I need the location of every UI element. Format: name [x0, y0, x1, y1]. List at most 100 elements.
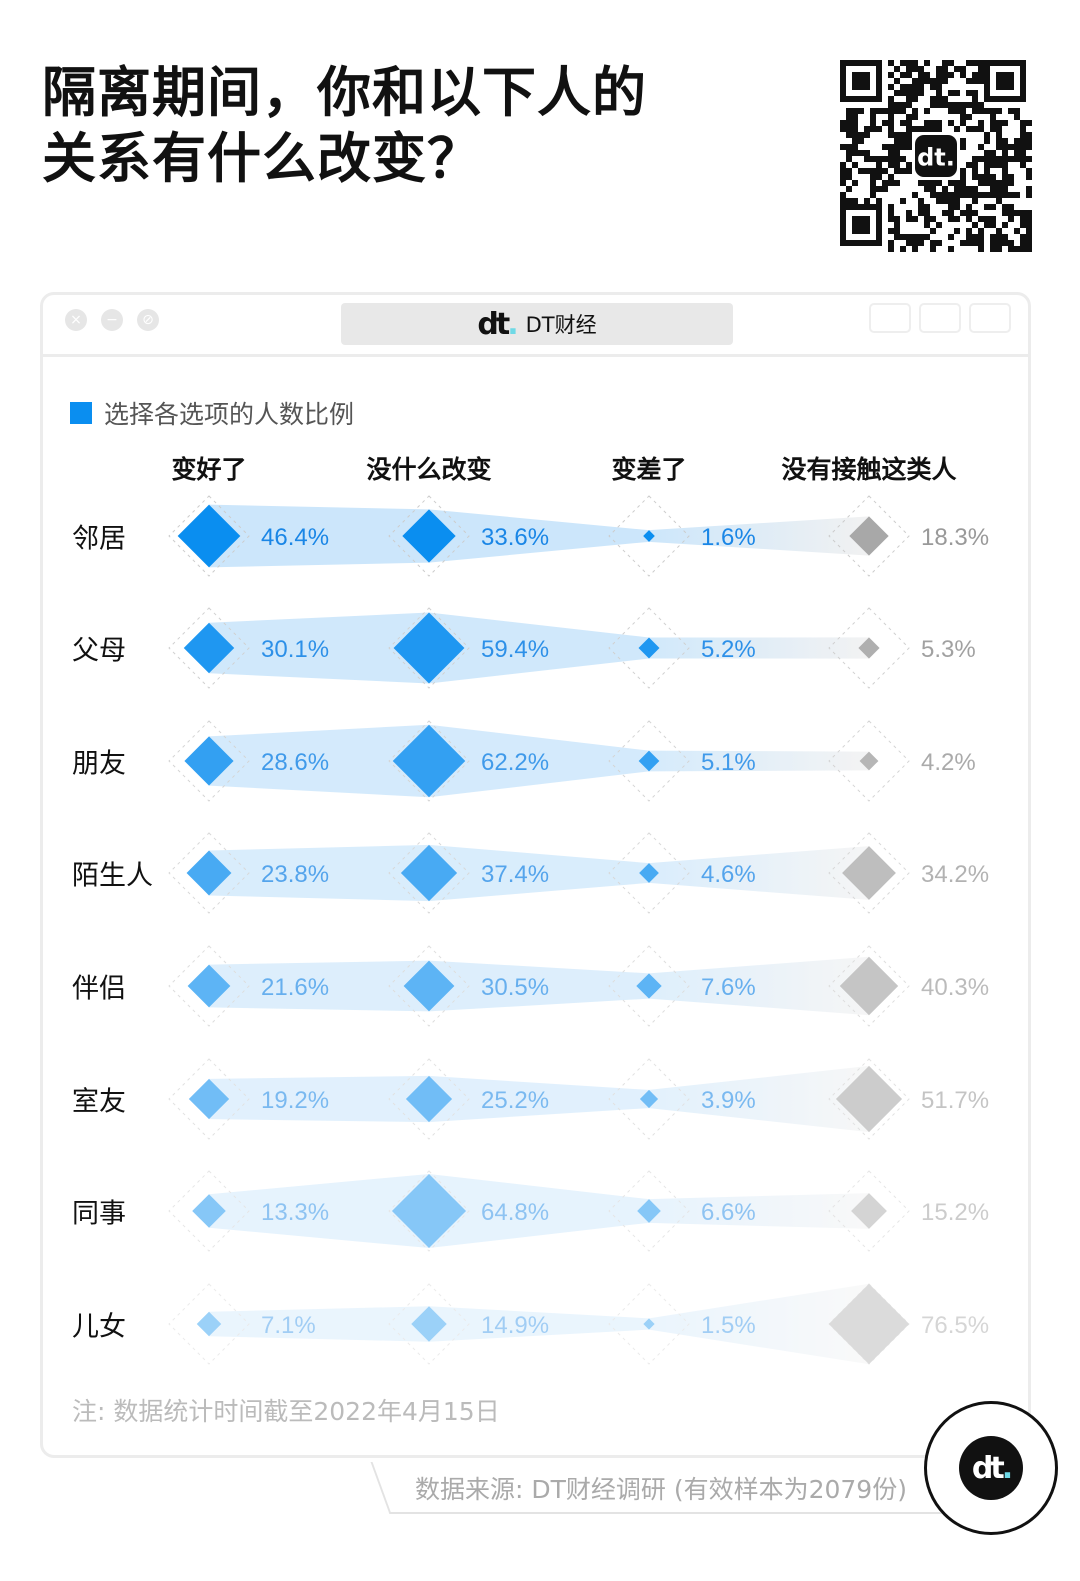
chart-row: 7.1% 14.9% 1.5% 76.5% — [168, 1283, 989, 1365]
data-label: 37.4% — [481, 861, 549, 888]
data-label: 7.1% — [261, 1312, 316, 1339]
row-label: 室友 — [72, 1086, 126, 1118]
data-label: 33.6% — [481, 524, 549, 551]
diamond-mark — [851, 1193, 887, 1229]
diamond-mark — [643, 530, 655, 542]
maximize-icon[interactable]: ⊘ — [137, 309, 159, 331]
diamond-outline — [388, 1283, 470, 1365]
diamond-outline — [388, 945, 470, 1027]
diamond-outline — [608, 1283, 690, 1365]
flow-band — [209, 956, 869, 1016]
diamond-outline — [608, 607, 690, 689]
diamond-mark — [392, 724, 466, 798]
diamond-mark — [842, 846, 896, 900]
diamond-outline — [608, 1170, 690, 1252]
data-label: 40.3% — [921, 974, 989, 1001]
svg-text:dt.: dt. — [917, 144, 955, 172]
chart-row: 21.6% 30.5% 7.6% 40.3% — [168, 945, 989, 1027]
flow-band — [209, 1065, 869, 1133]
data-label: 4.6% — [701, 861, 756, 888]
close-icon[interactable]: × — [65, 309, 87, 331]
row-label: 伴侣 — [72, 973, 126, 1005]
flow-band — [209, 504, 869, 568]
diamond-mark — [391, 1173, 467, 1249]
data-label: 7.6% — [701, 974, 756, 1001]
data-label: 14.9% — [481, 1312, 549, 1339]
data-label: 62.2% — [481, 749, 549, 776]
qr-code[interactable]: dt. — [840, 60, 1032, 252]
data-label: 28.6% — [261, 749, 329, 776]
diamond-outline — [608, 1058, 690, 1140]
diamond-mark — [637, 1199, 661, 1223]
diamond-mark — [636, 973, 662, 999]
data-label: 25.2% — [481, 1087, 549, 1114]
record-icon[interactable] — [869, 303, 911, 333]
diamond-outline — [608, 495, 690, 577]
data-label: 34.2% — [921, 861, 989, 888]
column-header: 没什么改变 — [366, 455, 492, 484]
diamond-outline — [828, 1283, 910, 1365]
flow-band — [209, 612, 869, 684]
row-label: 邻居 — [72, 523, 126, 555]
diamond-outline — [388, 720, 470, 802]
diamond-mark — [411, 1306, 447, 1342]
diamond-mark — [643, 1318, 655, 1330]
diamond-mark — [400, 844, 458, 902]
diamond-outline — [168, 1058, 250, 1140]
diamond-outline — [168, 720, 250, 802]
diamond-outline — [388, 607, 470, 689]
diamond-mark — [828, 1283, 910, 1365]
data-label: 19.2% — [261, 1087, 329, 1114]
data-label: 3.9% — [701, 1087, 756, 1114]
data-label: 30.5% — [481, 974, 549, 1001]
address-bar[interactable]: dt. DT财经 — [341, 303, 733, 345]
diamond-mark — [196, 1311, 222, 1337]
data-label: 30.1% — [261, 636, 329, 663]
diamond-outline — [388, 1170, 470, 1252]
data-label: 64.8% — [481, 1199, 549, 1226]
data-label: 5.1% — [701, 749, 756, 776]
row-label: 朋友 — [72, 748, 126, 780]
diamond-mark — [393, 612, 465, 684]
diamond-outline — [828, 832, 910, 914]
diamond-outline — [608, 720, 690, 802]
column-header: 变好了 — [171, 455, 247, 484]
chart-row: 28.6% 62.2% 5.1% 4.2% — [168, 720, 976, 802]
row-label: 父母 — [72, 635, 126, 667]
column-header: 没有接触这类人 — [781, 455, 957, 484]
data-label: 4.2% — [921, 749, 976, 776]
chart-row: 19.2% 25.2% 3.9% 51.7% — [168, 1058, 989, 1140]
diamond-mark — [177, 504, 241, 568]
data-label: 6.6% — [701, 1199, 756, 1226]
diamond-outline — [168, 945, 250, 1027]
data-label: 59.4% — [481, 636, 549, 663]
diamond-outline — [388, 832, 470, 914]
diamond-mark — [187, 964, 231, 1008]
chart-row: 30.1% 59.4% 5.2% 5.3% — [168, 607, 976, 689]
legend: 选择各选项的人数比例 — [70, 395, 354, 431]
diamond-mark — [859, 751, 879, 771]
chart-row: 46.4% 33.6% 1.6% 18.3% — [168, 495, 989, 577]
data-label: 1.6% — [701, 524, 756, 551]
diamond-outline — [388, 495, 470, 577]
diamond-mark — [849, 516, 889, 556]
data-label: 46.4% — [261, 524, 329, 551]
data-label: 15.2% — [921, 1199, 989, 1226]
column-header: 变差了 — [611, 455, 687, 484]
title-line-2: 关系有什么改变？ — [42, 127, 482, 190]
flow-band — [209, 844, 869, 902]
data-label: 5.3% — [921, 636, 976, 663]
share-icon[interactable] — [919, 303, 961, 333]
diamond-outline — [168, 1170, 250, 1252]
browser-window: × − ⊘ dt. DT财经 — [40, 292, 1031, 1458]
row-label: 儿女 — [72, 1311, 126, 1343]
tabs-icon[interactable] — [969, 303, 1011, 333]
diamond-mark — [188, 1078, 230, 1120]
legend-label: 选择各选项的人数比例 — [104, 400, 355, 429]
minimize-icon[interactable]: − — [101, 309, 123, 331]
chart-row: 23.8% 37.4% 4.6% 34.2% — [168, 832, 989, 914]
flow-band — [209, 1173, 869, 1249]
brand-name: DT财经 — [525, 313, 597, 337]
data-label: 51.7% — [921, 1087, 989, 1114]
diamond-mark — [403, 960, 455, 1012]
